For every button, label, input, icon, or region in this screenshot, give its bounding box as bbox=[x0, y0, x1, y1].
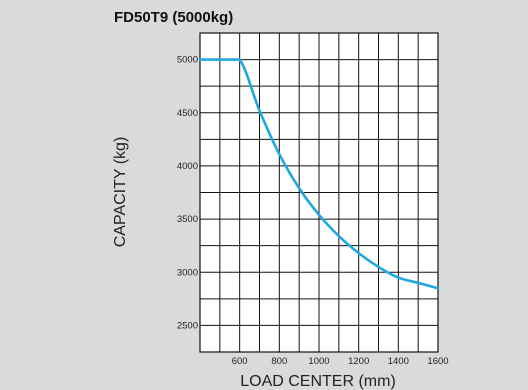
x-tick-label: 1400 bbox=[388, 356, 409, 367]
x-tick-label: 1600 bbox=[427, 356, 448, 367]
capacity-curve bbox=[198, 58, 440, 290]
x-tick-label: 1200 bbox=[348, 356, 369, 367]
y-tick-label: 3500 bbox=[177, 214, 198, 225]
x-axis-label: LOAD CENTER (mm) bbox=[240, 373, 396, 390]
y-tick-label: 5000 bbox=[177, 55, 198, 66]
y-tick-label: 3000 bbox=[177, 267, 198, 278]
chart-title: FD50T9 (5000kg) bbox=[114, 9, 233, 26]
x-tick-labels: 600 800 1000 1200 1400 1600 bbox=[232, 356, 449, 367]
y-tick-labels: 2500 3000 3500 4000 4500 5000 bbox=[177, 55, 198, 332]
y-tick-label: 2500 bbox=[177, 320, 198, 331]
x-tick-label: 1000 bbox=[308, 356, 329, 367]
y-axis-label: CAPACITY (kg) bbox=[112, 137, 129, 248]
x-tick-label: 800 bbox=[271, 356, 287, 367]
y-tick-label: 4000 bbox=[177, 161, 198, 172]
grid-lines bbox=[200, 33, 438, 352]
y-tick-label: 4500 bbox=[177, 108, 198, 119]
x-tick-label: 600 bbox=[232, 356, 248, 367]
series-group bbox=[198, 58, 440, 290]
